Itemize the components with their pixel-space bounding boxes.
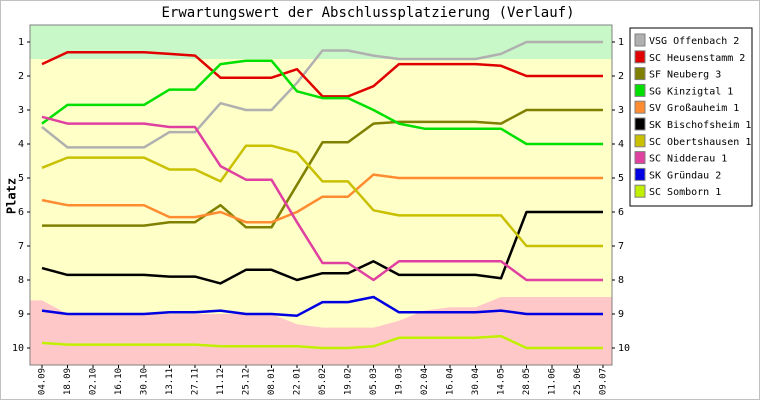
legend-box bbox=[629, 27, 753, 207]
legend-swatch bbox=[634, 83, 646, 97]
series-line bbox=[41, 144, 603, 248]
relegation-zone bbox=[30, 297, 612, 365]
y-tick-label-right: 6 bbox=[618, 207, 624, 218]
legend-swatch bbox=[634, 184, 646, 198]
series-line bbox=[41, 59, 603, 146]
x-tick-label: 08.01 bbox=[267, 368, 277, 395]
series-line bbox=[41, 50, 603, 98]
legend-label: SF Neuberg 3 bbox=[649, 70, 721, 81]
y-tick-label-right: 3 bbox=[618, 105, 624, 116]
x-tick-label: 25.06 bbox=[573, 368, 583, 395]
legend-label: SG Kinzigtal 1 bbox=[649, 86, 733, 97]
x-tick-label: 09.07 bbox=[599, 368, 609, 395]
y-tick-label: 4 bbox=[18, 139, 24, 150]
x-tick-label: 18.09 bbox=[63, 368, 73, 395]
x-tick-label: 11.06 bbox=[548, 368, 558, 395]
legend-swatch bbox=[634, 67, 646, 81]
chart-title: Erwartungswert der Abschlussplatzierung … bbox=[161, 5, 574, 21]
legend-label: SC Obertshausen 1 bbox=[649, 137, 751, 148]
x-tick-label: 02.10 bbox=[89, 368, 99, 395]
x-tick-label: 02.04 bbox=[420, 368, 430, 395]
legend-swatch bbox=[634, 33, 646, 47]
y-tick-label-right: 7 bbox=[618, 241, 624, 252]
x-tick-label: 22.01 bbox=[293, 368, 303, 395]
legend-label: SC Heusenstamm 2 bbox=[649, 53, 745, 64]
x-tick-label: 25.12 bbox=[242, 368, 252, 395]
y-tick-label: 10 bbox=[12, 343, 24, 354]
legend-label: SK Gründau 2 bbox=[649, 170, 721, 181]
x-tick-label: 05.03 bbox=[369, 368, 379, 395]
series-line bbox=[41, 173, 603, 224]
y-tick-label-right: 9 bbox=[618, 309, 624, 320]
legend-swatch bbox=[634, 117, 646, 131]
y-tick-label: 1 bbox=[18, 37, 24, 48]
legend-swatch bbox=[634, 100, 646, 114]
y-tick-label: 2 bbox=[18, 71, 24, 82]
legend-label: VSG Offenbach 2 bbox=[649, 36, 739, 47]
x-tick-label: 19.03 bbox=[395, 368, 405, 395]
x-tick-label: 05.02 bbox=[318, 368, 328, 395]
legend-swatch bbox=[634, 134, 646, 148]
x-tick-label: 16.04 bbox=[446, 368, 456, 395]
x-tick-label: 16.10 bbox=[114, 368, 124, 395]
series-line bbox=[41, 334, 603, 350]
y-tick-label: 8 bbox=[18, 275, 24, 286]
plot-border bbox=[29, 24, 613, 366]
legend-label: SC Nidderau 1 bbox=[649, 154, 727, 165]
series-line bbox=[42, 108, 603, 229]
series-line bbox=[41, 295, 603, 317]
x-tick-label: 14.05 bbox=[497, 368, 507, 395]
y-tick-label-right: 4 bbox=[618, 139, 624, 150]
legend-label: SC Somborn 1 bbox=[649, 187, 721, 198]
x-tick-label: 11.12 bbox=[216, 368, 226, 395]
legend-swatch bbox=[634, 50, 646, 64]
y-tick-label-right: 1 bbox=[618, 37, 624, 48]
legend-swatch bbox=[634, 167, 646, 181]
series-line bbox=[41, 40, 603, 149]
x-tick-label: 13.11 bbox=[165, 368, 175, 395]
y-tick-label: 6 bbox=[18, 207, 24, 218]
legend-swatch bbox=[634, 151, 646, 165]
y-tick-label-right: 2 bbox=[618, 71, 624, 82]
y-tick-label-right: 5 bbox=[618, 173, 624, 184]
y-axis-title: Platz bbox=[5, 178, 19, 214]
y-tick-label-right: 10 bbox=[618, 343, 630, 354]
y-tick-label: 9 bbox=[18, 309, 24, 320]
y-tick-label: 3 bbox=[18, 105, 24, 116]
x-tick-label: 30.10 bbox=[140, 368, 150, 395]
x-tick-label: 28.05 bbox=[522, 368, 532, 395]
y-tick-label: 7 bbox=[18, 241, 24, 252]
x-tick-label: 27.11 bbox=[191, 368, 201, 395]
series-line bbox=[41, 210, 603, 285]
x-tick-label: 04.09 bbox=[38, 368, 48, 395]
x-tick-label: 19.02 bbox=[344, 368, 354, 395]
legend-label: SK Bischofsheim 1 bbox=[649, 120, 751, 131]
legend-label: SV Großauheim 1 bbox=[649, 103, 739, 114]
x-tick-label: 30.04 bbox=[471, 368, 481, 395]
y-tick-label: 5 bbox=[18, 173, 24, 184]
y-tick-label-right: 8 bbox=[618, 275, 624, 286]
series-line bbox=[41, 115, 603, 282]
